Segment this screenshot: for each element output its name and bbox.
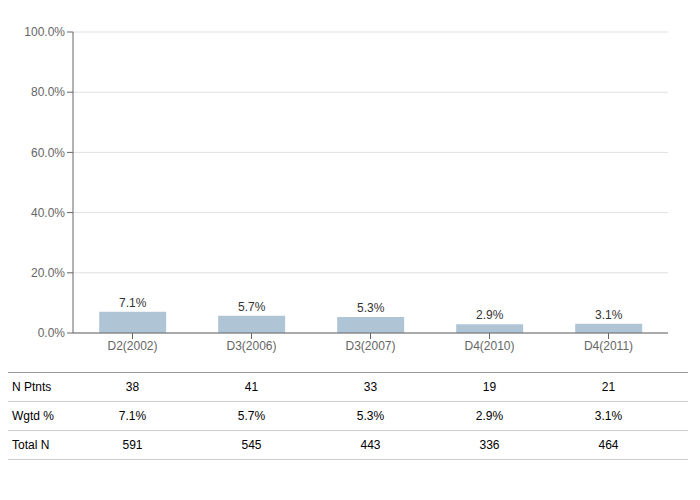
svg-text:D4(2010): D4(2010) (464, 339, 514, 353)
html-text:5.3%: 5.3% (356, 409, 385, 423)
svg-text:D4(2011): D4(2011) (584, 339, 633, 353)
html-text:591: 591 (122, 438, 143, 452)
html-text:N Ptnts: N Ptnts (12, 380, 52, 394)
html-text:41: 41 (244, 380, 259, 394)
html-text:2.9%: 2.9% (475, 409, 504, 423)
html-text:443: 443 (360, 438, 381, 452)
svg-text:D2(2002): D2(2002) (107, 339, 157, 353)
html-text:Total N: Total N (12, 438, 50, 452)
html-text:21: 21 (601, 380, 616, 394)
html-text:5.7%: 5.7% (237, 409, 266, 423)
svg-text:5.3%: 5.3% (357, 301, 385, 315)
html-text:336: 336 (479, 438, 500, 452)
svg-text:D3(2007): D3(2007) (345, 339, 395, 353)
svg-text:7.1%: 7.1% (119, 296, 147, 310)
svg-text:100.0%: 100.0% (24, 25, 65, 39)
html-text:33: 33 (363, 380, 378, 394)
html-text:Wgtd %: Wgtd % (12, 409, 54, 423)
html-text:19: 19 (482, 380, 497, 394)
html-text:7.1%: 7.1% (118, 409, 147, 423)
svg-text:D3(2006): D3(2006) (226, 339, 276, 353)
svg-text:3.1%: 3.1% (595, 308, 623, 322)
svg-text:80.0%: 80.0% (31, 85, 65, 99)
svg-text:60.0%: 60.0% (31, 146, 65, 160)
html-text:3.1%: 3.1% (594, 409, 623, 423)
html-text:545: 545 (241, 438, 262, 452)
svg-text:2.9%: 2.9% (476, 308, 504, 322)
html-text:464: 464 (598, 438, 619, 452)
svg-text:0.0%: 0.0% (38, 326, 66, 340)
svg-text:40.0%: 40.0% (31, 206, 65, 220)
svg-text:20.0%: 20.0% (31, 266, 65, 280)
html-text:38: 38 (125, 380, 140, 394)
svg-text:5.7%: 5.7% (238, 300, 266, 314)
